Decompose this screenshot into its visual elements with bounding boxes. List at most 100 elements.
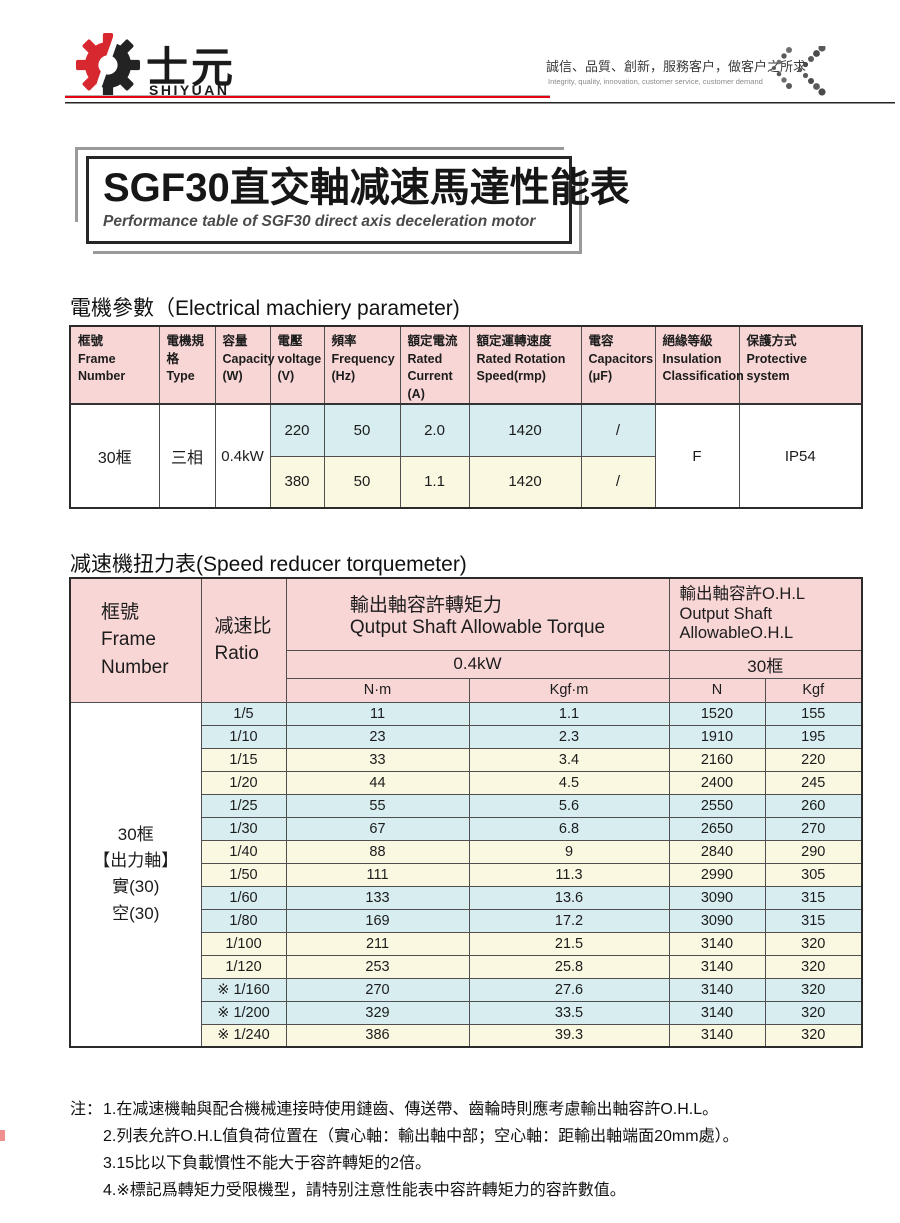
n-cell: 3090 <box>668 885 766 910</box>
brand-name-cn: 士元 <box>146 44 237 91</box>
motor-col-capacity: 容量 Capacity (W) <box>214 325 275 405</box>
table-row: 1/30 67 6.8 2650 270 <box>70 816 863 841</box>
ratio-cell: 1/20 <box>200 770 287 795</box>
torque-table: 框號 Frame Number 减速比 Ratio 輸出軸容許轉矩力 Qutpu… <box>69 577 864 1048</box>
kgf-cell: 245 <box>764 770 863 795</box>
kgf-cell: 195 <box>764 724 863 749</box>
table-row: 1/50 111 11.3 2990 305 <box>70 862 863 887</box>
motor-protection-value: IP54 <box>738 403 863 509</box>
table-row: 1/60 133 13.6 3090 315 <box>70 885 863 910</box>
table-row: 30框 三相 0.4kW 220 50 2.0 1420 / F IP54 <box>69 403 863 509</box>
slogan-en: Integrity, quality, innovation, customer… <box>548 77 763 86</box>
table-row: 1/100 211 21.5 3140 320 <box>70 931 863 956</box>
table-row: 1/15 33 3.4 2160 220 <box>70 747 863 772</box>
kgfm-cell: 33.5 <box>468 1000 670 1025</box>
kgf-cell: 315 <box>764 885 863 910</box>
motor-current-value: 2.0 <box>399 403 470 457</box>
page-title: SGF30直交軸减速馬達性能表 <box>103 166 630 210</box>
n-cell: 3140 <box>668 931 766 956</box>
table-row: 1/40 88 9 2840 290 <box>70 839 863 864</box>
table-row: ※ 1/240 386 39.3 3140 320 <box>70 1023 863 1048</box>
divider-gray <box>65 95 550 96</box>
motor-capacity-value: 0.4kW <box>214 403 271 509</box>
ratio-cell: 1/25 <box>200 793 287 818</box>
nm-cell: 33 <box>285 747 470 772</box>
table-row: 1/120 253 25.8 3140 320 <box>70 954 863 979</box>
unit-kgf: Kgf <box>764 677 863 703</box>
kgf-cell: 220 <box>764 747 863 772</box>
n-cell: 2990 <box>668 862 766 887</box>
torque-col-ratio: 减速比 Ratio <box>200 577 287 703</box>
kgfm-cell: 39.3 <box>468 1023 670 1048</box>
motor-col-capacitor: 電容 Capacitors (μF) <box>580 325 656 405</box>
motor-col-frequency: 頻率 Frequency (Hz) <box>323 325 401 405</box>
motor-voltage-value: 380 <box>269 455 325 509</box>
motor-col-current: 額定電流 Rated Current (A) <box>399 325 470 405</box>
kgfm-cell: 4.5 <box>468 770 670 795</box>
motor-table: 框號 Frame Number 電機規格 Type 容量 Capacity (W… <box>69 325 863 509</box>
nm-cell: 133 <box>285 885 470 910</box>
ratio-cell: ※ 1/200 <box>200 1000 287 1025</box>
table-row: 380 50 1.1 1420 / <box>70 455 862 509</box>
torque-frame-label: 30框 <box>668 649 863 679</box>
kgfm-cell: 25.8 <box>468 954 670 979</box>
torque-col-frame: 框號 Frame Number <box>69 577 202 703</box>
kgfm-cell: 3.4 <box>468 747 670 772</box>
n-cell: 1520 <box>668 701 766 726</box>
ratio-cell: ※ 1/160 <box>200 977 287 1002</box>
kgfm-cell: 27.6 <box>468 977 670 1002</box>
notes: 注： 1.在减速機軸與配合機械連接時使用鏈齒、傳送帶、齒輪時則應考慮輸出軸容許O… <box>70 1096 860 1204</box>
torque-subheader-row: 0.4kW 30框 <box>70 649 863 679</box>
kgf-cell: 305 <box>764 862 863 887</box>
ratio-cell: 1/120 <box>200 954 287 979</box>
page-subtitle: Performance table of SGF30 direct axis d… <box>103 213 536 230</box>
motor-current-value: 1.1 <box>399 455 470 509</box>
kgfm-cell: 17.2 <box>468 908 670 933</box>
motor-insulation-value: F <box>654 403 740 509</box>
nm-cell: 253 <box>285 954 470 979</box>
table-row: 1/25 55 5.6 2550 260 <box>70 793 863 818</box>
motor-speed-value: 1420 <box>468 455 582 509</box>
n-cell: 3140 <box>668 1023 766 1048</box>
kgf-cell: 260 <box>764 793 863 818</box>
note-item: 2.列表允許O.H.L值負荷位置在（實心軸：輸出軸中部；空心軸：距輸出軸端面20… <box>103 1128 739 1145</box>
n-cell: 2840 <box>668 839 766 864</box>
kgf-cell: 155 <box>764 701 863 726</box>
kgfm-cell: 1.1 <box>468 701 670 726</box>
ratio-cell: ※ 1/240 <box>200 1023 287 1048</box>
ratio-cell: 1/40 <box>200 839 287 864</box>
motor-col-type: 電機規格 Type <box>158 325 216 405</box>
chevron-dots-icon <box>772 46 826 96</box>
kgf-cell: 320 <box>764 931 863 956</box>
n-cell: 2650 <box>668 816 766 841</box>
motor-frequency-value: 50 <box>323 455 401 509</box>
motor-capacitor-value: / <box>580 455 656 509</box>
kgfm-cell: 6.8 <box>468 816 670 841</box>
ratio-cell: 1/80 <box>200 908 287 933</box>
motor-col-speed: 額定運轉速度 Rated Rotation Speed(rmp) <box>468 325 582 405</box>
nm-cell: 44 <box>285 770 470 795</box>
unit-n: N <box>668 677 766 703</box>
n-cell: 3140 <box>668 954 766 979</box>
n-cell: 2160 <box>668 747 766 772</box>
kgf-cell: 320 <box>764 1000 863 1025</box>
motor-col-insulation: 絕緣等級 Insulation Classification <box>654 325 744 405</box>
nm-cell: 270 <box>285 977 470 1002</box>
ratio-cell: 1/30 <box>200 816 287 841</box>
note-item: 1.在减速機軸與配合機械連接時使用鏈齒、傳送帶、齒輪時則應考慮輸出軸容許O.H.… <box>103 1101 719 1118</box>
n-cell: 2400 <box>668 770 766 795</box>
n-cell: 3090 <box>668 908 766 933</box>
motor-col-protection: 保護方式 Protective system <box>738 325 863 405</box>
kgfm-cell: 2.3 <box>468 724 670 749</box>
kgf-cell: 320 <box>764 977 863 1002</box>
nm-cell: 67 <box>285 816 470 841</box>
gear-icon <box>76 33 140 97</box>
motor-header-row: 框號 Frame Number 電機規格 Type 容量 Capacity (W… <box>69 325 863 405</box>
motor-frequency-value: 50 <box>323 403 401 457</box>
note-item: 4.※標記爲轉矩力受限機型，請特别注意性能表中容許轉矩力的容許數值。 <box>103 1182 626 1199</box>
unit-nm: N·m <box>285 677 470 703</box>
table-row: ※ 1/200 329 33.5 3140 320 <box>70 1000 863 1025</box>
torque-power-label: 0.4kW <box>285 649 670 679</box>
kgfm-cell: 11.3 <box>468 862 670 887</box>
